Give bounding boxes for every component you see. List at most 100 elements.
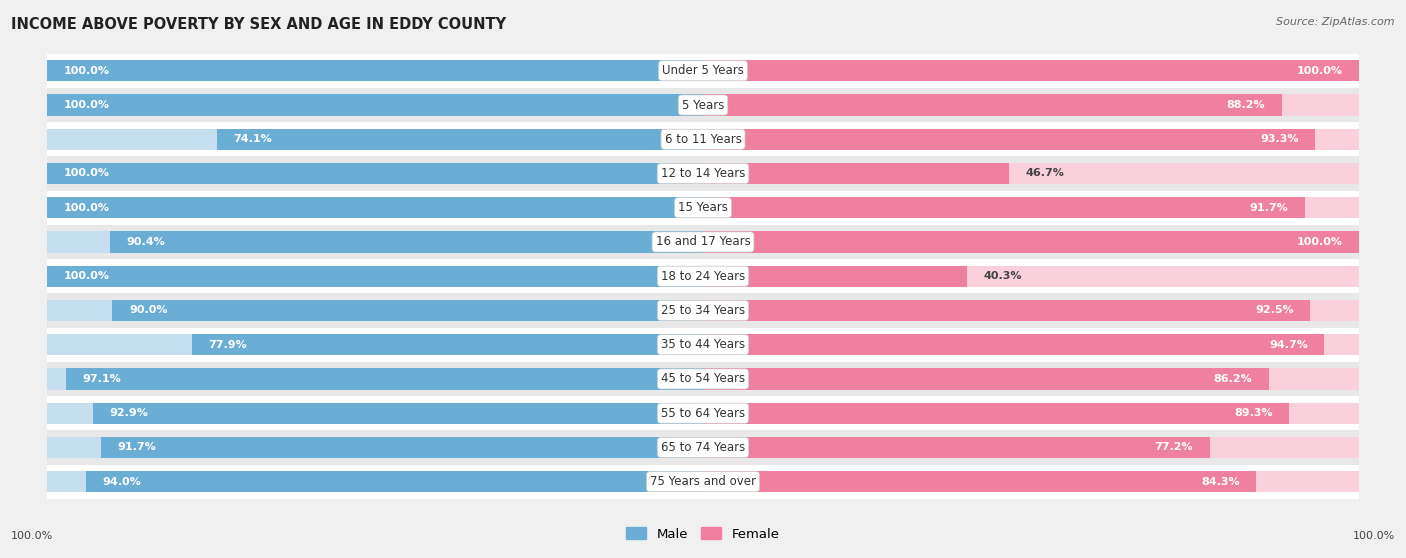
Text: 97.1%: 97.1% bbox=[83, 374, 121, 384]
Bar bbox=[703, 163, 1360, 184]
Bar bbox=[46, 402, 703, 424]
Legend: Male, Female: Male, Female bbox=[621, 522, 785, 546]
Text: 5 Years: 5 Years bbox=[682, 99, 724, 112]
Bar bbox=[703, 94, 1360, 116]
Text: 100.0%: 100.0% bbox=[63, 66, 110, 76]
Text: 100.0%: 100.0% bbox=[63, 169, 110, 179]
Bar bbox=[46, 94, 703, 116]
Bar bbox=[46, 156, 1360, 191]
Bar bbox=[46, 197, 703, 218]
Bar bbox=[703, 60, 1360, 81]
Bar bbox=[46, 464, 1360, 499]
Bar bbox=[703, 300, 1310, 321]
Bar bbox=[46, 266, 703, 287]
Bar bbox=[46, 129, 703, 150]
Bar bbox=[46, 225, 1360, 259]
Text: 40.3%: 40.3% bbox=[984, 271, 1022, 281]
Bar bbox=[703, 437, 1209, 458]
Bar bbox=[46, 163, 703, 184]
Text: 6 to 11 Years: 6 to 11 Years bbox=[665, 133, 741, 146]
Bar bbox=[46, 232, 703, 253]
Bar bbox=[703, 334, 1360, 355]
Bar bbox=[46, 334, 703, 355]
Text: 84.3%: 84.3% bbox=[1201, 477, 1240, 487]
Bar bbox=[46, 471, 703, 492]
Bar bbox=[46, 122, 1360, 156]
Text: 35 to 44 Years: 35 to 44 Years bbox=[661, 338, 745, 351]
Bar bbox=[703, 232, 1360, 253]
Text: 100.0%: 100.0% bbox=[63, 271, 110, 281]
Text: 90.0%: 90.0% bbox=[129, 305, 167, 315]
Bar bbox=[46, 259, 1360, 294]
Bar bbox=[217, 129, 703, 150]
Text: 86.2%: 86.2% bbox=[1213, 374, 1253, 384]
Bar bbox=[46, 368, 703, 389]
Text: 100.0%: 100.0% bbox=[11, 531, 53, 541]
Bar bbox=[101, 437, 703, 458]
Bar bbox=[703, 266, 967, 287]
Bar bbox=[703, 94, 1282, 116]
Bar bbox=[703, 368, 1268, 389]
Text: 91.7%: 91.7% bbox=[118, 442, 156, 453]
Bar bbox=[46, 88, 1360, 122]
Bar bbox=[46, 294, 1360, 328]
Bar bbox=[703, 163, 1010, 184]
Text: 55 to 64 Years: 55 to 64 Years bbox=[661, 407, 745, 420]
Text: 16 and 17 Years: 16 and 17 Years bbox=[655, 235, 751, 248]
Bar bbox=[46, 328, 1360, 362]
Bar bbox=[46, 54, 1360, 88]
Bar bbox=[46, 300, 703, 321]
Bar bbox=[46, 430, 1360, 464]
Text: 90.4%: 90.4% bbox=[127, 237, 165, 247]
Bar bbox=[191, 334, 703, 355]
Bar bbox=[46, 266, 703, 287]
Bar bbox=[46, 94, 703, 116]
Bar bbox=[46, 60, 703, 81]
Text: 100.0%: 100.0% bbox=[63, 203, 110, 213]
Bar bbox=[93, 402, 703, 424]
Bar bbox=[703, 437, 1360, 458]
Text: Source: ZipAtlas.com: Source: ZipAtlas.com bbox=[1277, 17, 1395, 27]
Text: 100.0%: 100.0% bbox=[63, 100, 110, 110]
Text: 74.1%: 74.1% bbox=[233, 134, 271, 145]
Bar bbox=[703, 402, 1289, 424]
Bar bbox=[703, 129, 1315, 150]
Bar bbox=[46, 362, 1360, 396]
Bar bbox=[46, 163, 703, 184]
Bar bbox=[110, 232, 703, 253]
Bar bbox=[703, 197, 1305, 218]
Text: 100.0%: 100.0% bbox=[1353, 531, 1395, 541]
Text: 89.3%: 89.3% bbox=[1234, 408, 1272, 418]
Bar bbox=[112, 300, 703, 321]
Text: Under 5 Years: Under 5 Years bbox=[662, 64, 744, 77]
Bar bbox=[46, 396, 1360, 430]
Text: 100.0%: 100.0% bbox=[1296, 237, 1343, 247]
Bar bbox=[86, 471, 703, 492]
Text: 25 to 34 Years: 25 to 34 Years bbox=[661, 304, 745, 317]
Text: INCOME ABOVE POVERTY BY SEX AND AGE IN EDDY COUNTY: INCOME ABOVE POVERTY BY SEX AND AGE IN E… bbox=[11, 17, 506, 32]
Text: 65 to 74 Years: 65 to 74 Years bbox=[661, 441, 745, 454]
Bar bbox=[703, 471, 1360, 492]
Bar bbox=[46, 197, 703, 218]
Text: 45 to 54 Years: 45 to 54 Years bbox=[661, 372, 745, 386]
Bar bbox=[46, 437, 703, 458]
Text: 88.2%: 88.2% bbox=[1226, 100, 1265, 110]
Text: 75 Years and over: 75 Years and over bbox=[650, 475, 756, 488]
Bar bbox=[703, 232, 1360, 253]
Bar bbox=[703, 368, 1360, 389]
Bar bbox=[703, 266, 1360, 287]
Bar bbox=[703, 197, 1360, 218]
Bar bbox=[46, 60, 703, 81]
Text: 92.9%: 92.9% bbox=[110, 408, 149, 418]
Text: 77.9%: 77.9% bbox=[208, 340, 247, 350]
Text: 15 Years: 15 Years bbox=[678, 201, 728, 214]
Text: 91.7%: 91.7% bbox=[1250, 203, 1288, 213]
Text: 12 to 14 Years: 12 to 14 Years bbox=[661, 167, 745, 180]
Bar bbox=[703, 471, 1256, 492]
Bar bbox=[703, 129, 1360, 150]
Text: 100.0%: 100.0% bbox=[1296, 66, 1343, 76]
Bar bbox=[66, 368, 703, 389]
Text: 18 to 24 Years: 18 to 24 Years bbox=[661, 270, 745, 283]
Text: 94.7%: 94.7% bbox=[1270, 340, 1308, 350]
Bar bbox=[703, 334, 1324, 355]
